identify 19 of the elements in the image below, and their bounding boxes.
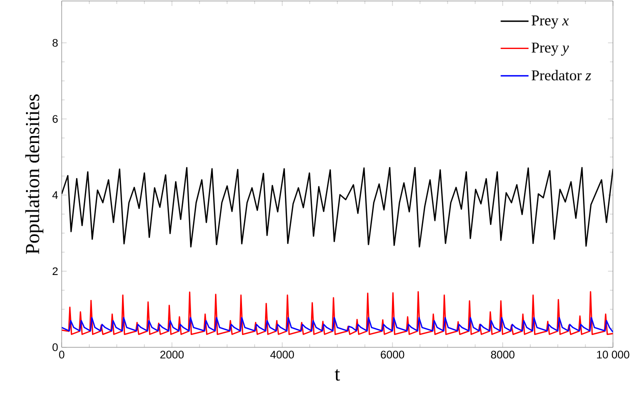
x-tick-label: 8000	[491, 350, 514, 359]
y-tick-label: 2	[52, 267, 58, 276]
x-tick-label: 10 000	[597, 350, 630, 359]
line-series	[62, 291, 613, 336]
x-tick-label: 0	[59, 350, 64, 359]
line-series	[62, 316, 613, 333]
y-tick-label: 4	[52, 191, 58, 199]
x-tick-label: 4000	[270, 350, 294, 359]
y-axis-title: Population densities	[25, 94, 44, 254]
x-tick-label: 6000	[380, 350, 404, 359]
legend-label: Prey x	[532, 16, 569, 29]
y-tick-label: 8	[52, 39, 58, 47]
x-tick-label: 2000	[160, 350, 184, 359]
x-axis-title: t	[334, 369, 340, 381]
y-tick-label: 6	[52, 115, 58, 123]
line-series	[62, 167, 613, 248]
legend-label: Predator z	[532, 70, 592, 80]
legend-label: Prey y	[532, 42, 569, 56]
y-tick-label: 0	[52, 343, 58, 352]
